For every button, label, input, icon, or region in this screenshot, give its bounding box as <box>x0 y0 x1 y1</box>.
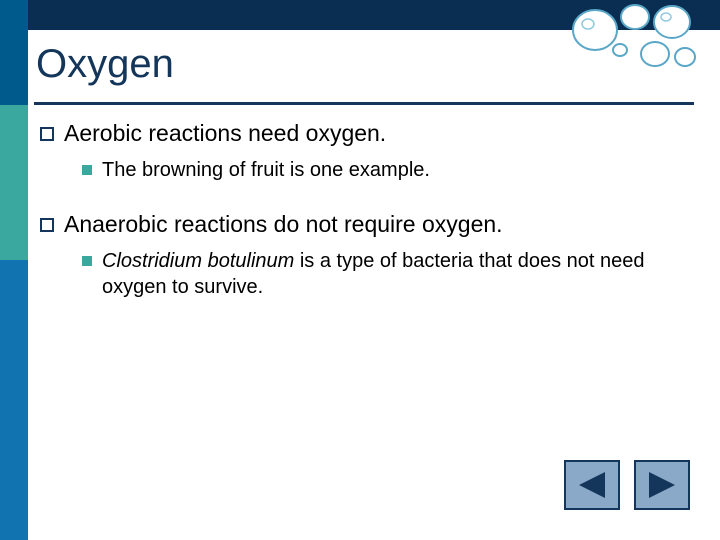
bullet-outline-square-icon <box>40 218 54 232</box>
nav-controls <box>564 460 690 510</box>
bullet-level2: The browning of fruit is one example. <box>82 157 690 183</box>
prev-button[interactable] <box>564 460 620 510</box>
bullet-filled-square-icon <box>82 256 92 266</box>
bullet-text: The browning of fruit is one example. <box>102 157 430 183</box>
bullet-text: Clostridium botulinum is a type of bacte… <box>102 248 690 300</box>
sidebar-stripe-mid <box>0 105 28 260</box>
bubbles-decoration <box>560 0 710 72</box>
bullet-level1: Aerobic reactions need oxygen. <box>40 120 690 147</box>
bullet-outline-square-icon <box>40 127 54 141</box>
title-underline <box>34 102 694 105</box>
sidebar-stripe-top <box>0 0 28 105</box>
bullet-filled-square-icon <box>82 165 92 175</box>
bullet-text: Aerobic reactions need oxygen. <box>64 120 386 147</box>
triangle-right-icon <box>645 470 679 500</box>
slide-content: Aerobic reactions need oxygen. The brown… <box>40 120 690 328</box>
triangle-left-icon <box>575 470 609 500</box>
bullet-level1: Anaerobic reactions do not require oxyge… <box>40 211 690 238</box>
sidebar-stripe-bot <box>0 260 28 540</box>
bullet-text-italic: Clostridium botulinum <box>102 250 294 272</box>
slide-title: Oxygen <box>36 42 174 87</box>
bullet-text: Anaerobic reactions do not require oxyge… <box>64 211 503 238</box>
next-button[interactable] <box>634 460 690 510</box>
bullet-level2: Clostridium botulinum is a type of bacte… <box>82 248 690 300</box>
